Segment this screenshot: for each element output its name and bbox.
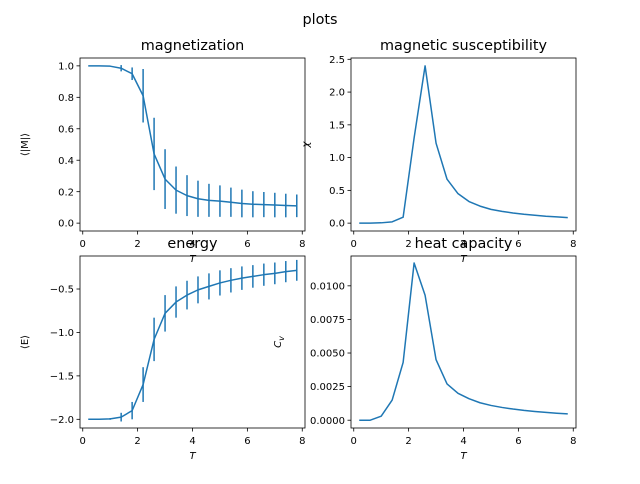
x-tick-label: 4 bbox=[460, 436, 466, 447]
y-tick-label: 0.0050 bbox=[310, 349, 345, 360]
y-tick-label: 0.4 bbox=[58, 156, 74, 167]
x-tick-label: 0 bbox=[80, 436, 86, 447]
y-tick-label: 0.0 bbox=[58, 219, 74, 230]
y-tick-label: −2.0 bbox=[50, 415, 74, 426]
x-tick-label: 0 bbox=[80, 239, 86, 250]
x-tick-label: 8 bbox=[299, 436, 305, 447]
subplot-title: energy bbox=[167, 236, 218, 252]
x-tick-label: 4 bbox=[189, 436, 195, 447]
x-tick-label: 8 bbox=[570, 239, 576, 250]
y-tick-label: 0.0025 bbox=[310, 382, 345, 393]
y-tick-label: −1.5 bbox=[50, 371, 74, 382]
x-tick-label: 8 bbox=[299, 239, 305, 250]
x-tick-label: 6 bbox=[515, 436, 521, 447]
x-axis-label: T bbox=[189, 451, 196, 462]
subplot-title: magnetic susceptibility bbox=[380, 38, 548, 54]
x-tick-label: 2 bbox=[405, 239, 411, 250]
x-axis-label: T bbox=[460, 451, 467, 462]
y-tick-label: 0.5 bbox=[329, 186, 345, 197]
y-tick-label: 1.5 bbox=[329, 120, 345, 131]
subplot-title: magnetization bbox=[141, 38, 245, 54]
y-tick-label: 0.0100 bbox=[310, 281, 345, 292]
y-tick-label: 2.0 bbox=[329, 88, 345, 99]
y-tick-label: 0.0075 bbox=[310, 315, 345, 326]
y-tick-label: 0.8 bbox=[58, 93, 74, 104]
x-tick-label: 6 bbox=[244, 436, 250, 447]
y-tick-label: 0.6 bbox=[58, 124, 74, 135]
y-tick-label: 2.5 bbox=[329, 55, 345, 66]
y-axis-label: ⟨|M|⟩ bbox=[20, 133, 31, 156]
y-tick-label: −0.5 bbox=[50, 285, 74, 296]
y-tick-label: −1.0 bbox=[50, 328, 74, 339]
y-tick-label: 0.0000 bbox=[310, 416, 345, 427]
y-axis-label: χ bbox=[301, 140, 312, 148]
y-axis-label: ⟨E⟩ bbox=[20, 335, 31, 349]
figure-title: plots bbox=[302, 12, 337, 28]
x-tick-label: 0 bbox=[351, 239, 357, 250]
subplot-title: heat capacity bbox=[415, 236, 513, 252]
y-tick-label: 1.0 bbox=[58, 61, 74, 72]
y-tick-label: 1.0 bbox=[329, 153, 345, 164]
x-tick-label: 6 bbox=[515, 239, 521, 250]
x-tick-label: 0 bbox=[351, 436, 357, 447]
x-tick-label: 6 bbox=[244, 239, 250, 250]
y-tick-label: 0.2 bbox=[58, 187, 74, 198]
x-tick-label: 2 bbox=[134, 436, 140, 447]
x-tick-label: 8 bbox=[570, 436, 576, 447]
x-tick-label: 2 bbox=[405, 436, 411, 447]
x-tick-label: 2 bbox=[134, 239, 140, 250]
y-tick-label: 0.0 bbox=[329, 219, 345, 230]
